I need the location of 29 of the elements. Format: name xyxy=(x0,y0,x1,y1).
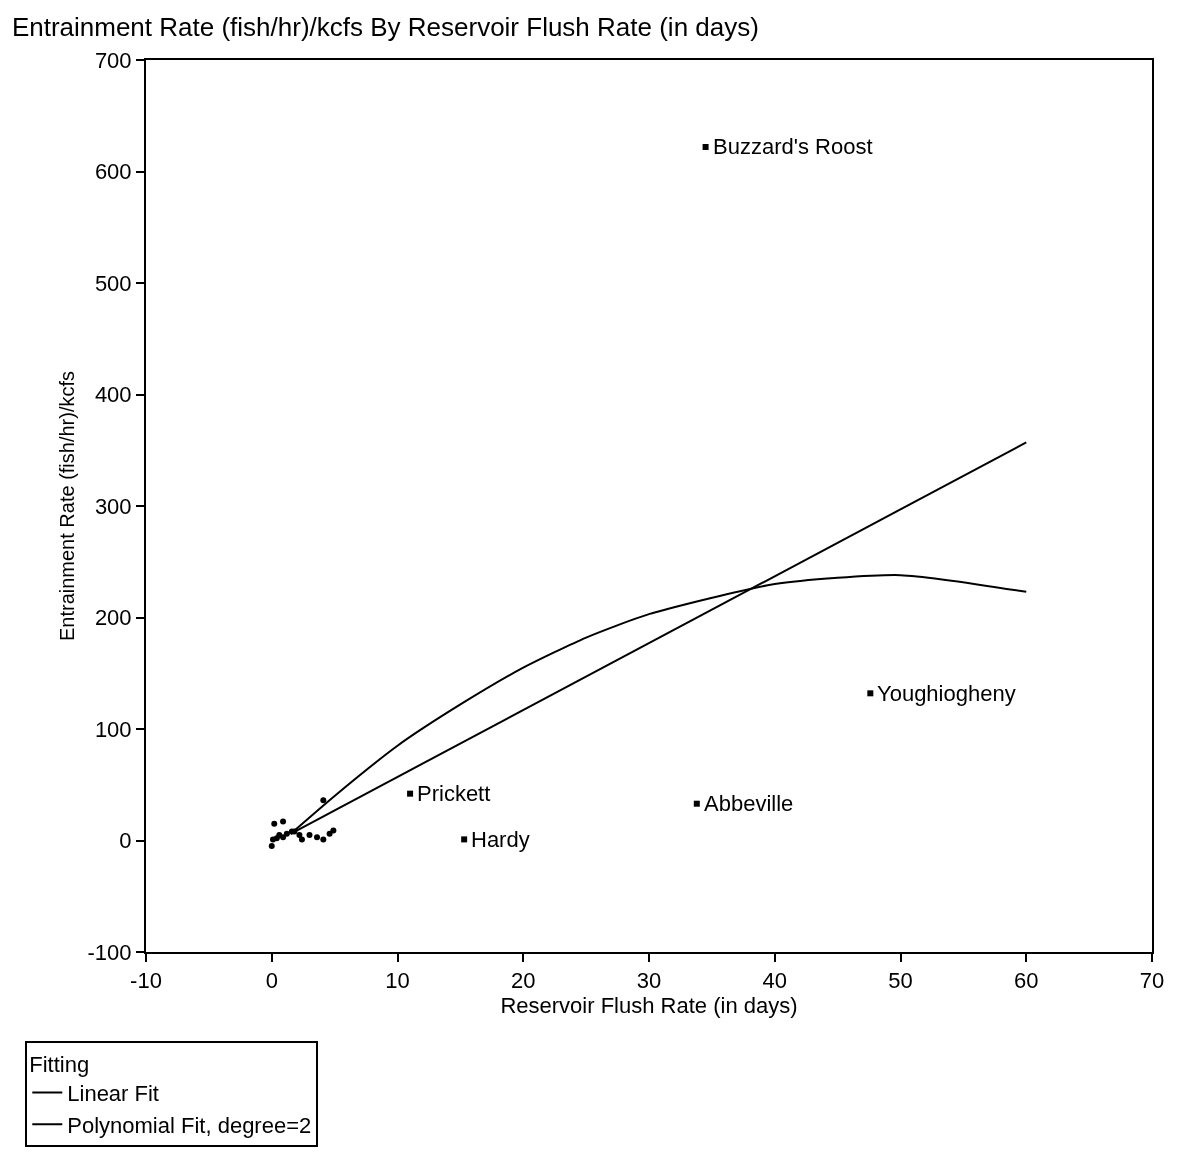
y-tick-label: 400 xyxy=(94,382,132,408)
y-tick-label: 700 xyxy=(94,47,132,73)
legend-label: Polynomial Fit, degree=2 xyxy=(67,1112,312,1138)
x-tick-label: -10 xyxy=(130,968,162,994)
legend-label: Linear Fit xyxy=(67,1081,159,1107)
annotation: Abbeville xyxy=(704,791,794,816)
y-tick-label: 100 xyxy=(94,716,132,742)
x-tick-label: 0 xyxy=(265,968,278,994)
x-tick-label: 20 xyxy=(511,968,536,994)
annotation: Buzzard's Roost xyxy=(713,134,873,159)
x-tick-label: 50 xyxy=(888,968,913,994)
legend-title: Fitting xyxy=(29,1051,90,1077)
y-tick-label: 300 xyxy=(94,493,132,519)
y-tick-label: 600 xyxy=(94,159,132,185)
x-tick-label: 60 xyxy=(1014,968,1039,994)
y-axis-title: Entrainment Rate (fish/hr)/kcfs xyxy=(55,370,78,642)
annotation: Prickett xyxy=(417,781,491,806)
annotation: Youghiogheny xyxy=(877,681,1016,706)
y-tick-label: 200 xyxy=(94,605,132,631)
y-tick-label: 500 xyxy=(94,270,132,296)
x-tick-label: 40 xyxy=(762,968,787,994)
y-tick-label: 0 xyxy=(119,828,132,854)
x-tick-label: 10 xyxy=(385,968,410,994)
x-tick-label: 30 xyxy=(636,968,662,994)
x-axis-title: Reservoir Flush Rate (in days) xyxy=(500,993,798,1019)
x-tick-label: 70 xyxy=(1139,968,1165,994)
annotation: Hardy xyxy=(471,827,530,852)
y-tick-label: -100 xyxy=(87,939,132,965)
chart-title: Entrainment Rate (fish/hr)/kcfs By Reservoir Flush Rate (in days) xyxy=(11,11,759,42)
